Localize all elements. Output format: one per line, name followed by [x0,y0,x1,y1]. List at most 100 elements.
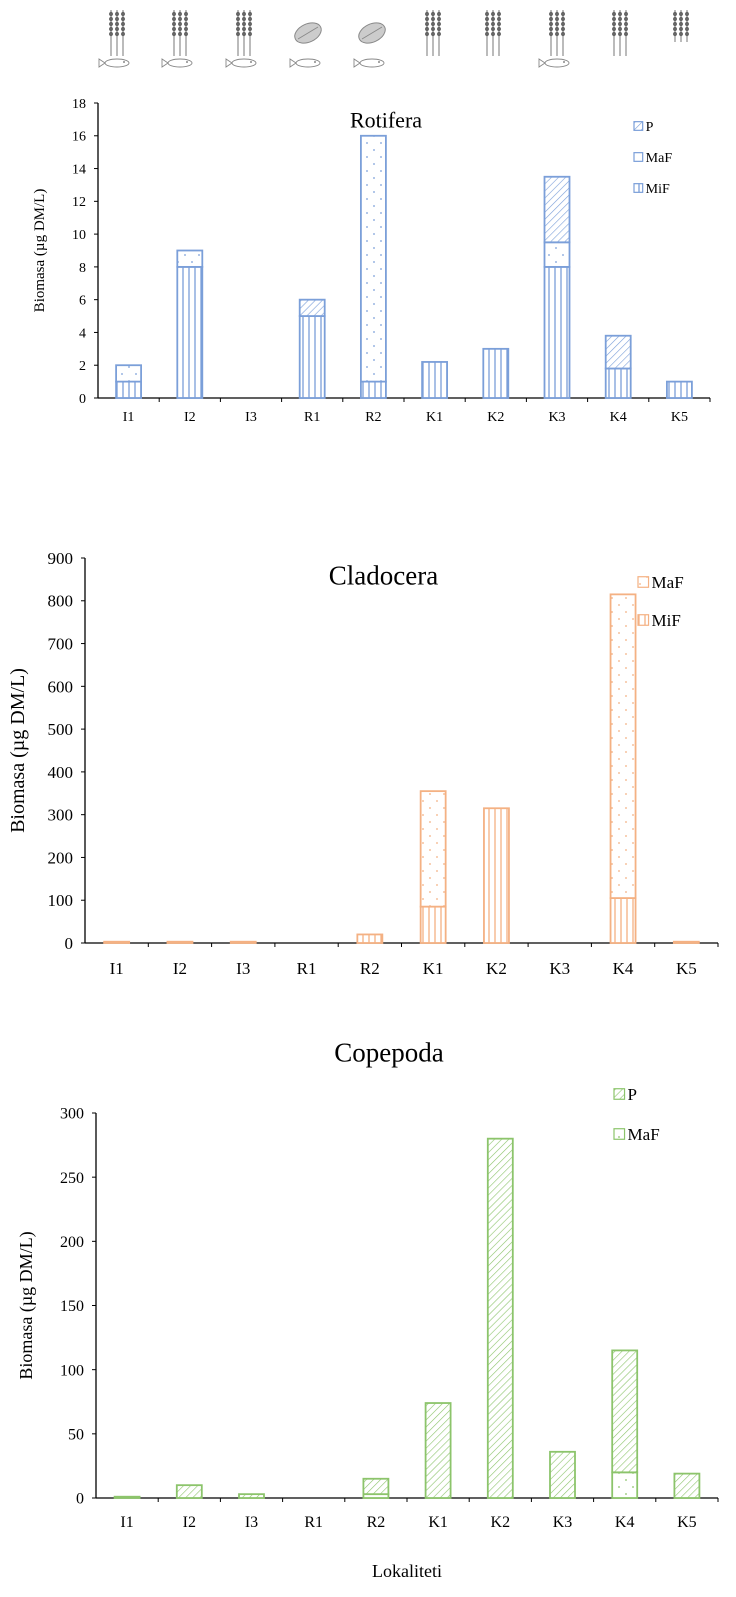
habitat-icon [353,22,386,68]
x-tick-label: K3 [548,410,565,425]
bar-p-r2 [362,1477,390,1496]
habitat-icon [425,10,441,56]
x-tick-label: K4 [610,410,627,425]
bar-mif-i3 [229,940,257,944]
y-tick-label: 150 [60,1298,84,1315]
habitat-icon [289,22,322,68]
x-tick-label: K1 [428,1514,448,1531]
bar-mif-k2 [483,807,510,944]
x-tick-label: I1 [123,410,135,425]
legend-label: MaF [652,573,684,592]
y-tick-label: 200 [48,848,74,867]
x-tick-label: K1 [426,410,443,425]
bar-mif-k2 [482,347,510,399]
x-tick-label: R2 [360,959,380,978]
habitat-icon [673,10,689,42]
x-tick-label: I1 [120,1514,133,1531]
x-tick-label: K5 [671,410,688,425]
x-tick-label: R2 [367,1514,386,1531]
chart-title: Rotifera [350,108,422,133]
bar-mif-i2 [176,265,204,399]
x-tick-label: R1 [304,1514,323,1531]
bar-p-i3 [238,1493,265,1499]
bar-maf-r2 [359,134,387,383]
bar-p-k3 [549,1450,576,1499]
x-tick-label: K2 [491,1514,511,1531]
bar-mif-r1 [298,315,326,399]
bar-maf-i2 [176,249,204,268]
y-axis-label: Biomasa (µg DM/L) [16,1231,37,1379]
legend-label: MiF [652,611,681,630]
chart-rotifera: 0 2 4 6 8 10 12 14 16 18 Biomasa (µg DM/L) Rotifera… [32,97,711,425]
y-tick-label: 6 [79,294,86,309]
bar-mif-k4 [609,897,637,944]
y-tick-label: 8 [79,261,86,276]
bar-maf-k3 [543,241,571,268]
bar-mif-k3 [543,265,571,399]
bar-p-i1 [113,1495,141,1499]
legend-label: P [646,120,654,135]
bar-p-k1 [424,1402,452,1499]
chart-title: Copepoda [334,1037,443,1067]
x-tick-label: K2 [487,410,504,425]
bar-p-i2 [175,1484,203,1499]
x-tick-label: I2 [184,410,196,425]
bar-mif-r2 [356,933,384,944]
bar-maf-k1 [419,790,447,908]
x-tick-label: K5 [677,1514,697,1531]
habitat-icon [225,10,257,68]
y-tick-label: 14 [72,162,86,177]
y-axis-label: Biomasa (µg DM/L) [32,189,48,313]
y-tick-label: 100 [48,891,74,910]
x-tick-label: K4 [613,959,634,978]
bar-p-k3 [543,175,571,244]
habitat-icon [98,10,130,68]
habitat-icon [538,10,570,68]
bar-mif-i1 [115,380,142,399]
y-tick-label: 900 [48,549,74,568]
y-tick-label: 18 [72,97,86,112]
y-tick-label: 0 [76,1491,84,1508]
y-tick-label: 600 [48,677,74,696]
x-tick-label: K3 [549,959,570,978]
legend-label: P [628,1085,637,1104]
bar-mif-i2 [166,940,194,944]
y-tick-label: 800 [48,592,74,611]
bar-maf-k4 [609,593,637,899]
bar-maf-i1 [115,364,142,383]
x-tick-label: K1 [423,959,444,978]
x-tick-label: R2 [365,410,381,425]
y-tick-label: 200 [60,1234,84,1251]
x-tick-label: R1 [297,959,317,978]
chart-cladocera: 0 100 200 300 400 500 600 700 800 900 Biomasa (µg … [7,549,719,978]
x-tick-label: K5 [676,959,697,978]
legend-swatch [637,614,650,626]
bar-p-k5 [673,1472,701,1499]
y-tick-label: 300 [60,1106,84,1123]
bar-mif-k5 [666,380,693,399]
bar-mif-i1 [103,940,131,944]
bar-mif-k1 [421,361,449,399]
bar-p-k2 [486,1137,514,1499]
x-tick-label: I2 [183,1514,196,1531]
legend-swatch [633,121,644,131]
x-tick-label: K2 [486,959,507,978]
legend-label: MaF [628,1125,660,1144]
legend-swatch [613,1088,626,1100]
x-tick-label: I3 [236,959,250,978]
y-tick-label: 100 [60,1362,84,1379]
legend-swatch [613,1128,626,1140]
y-tick-label: 400 [48,763,74,782]
legend: P MaF [613,1085,660,1144]
x-tick-label: K4 [615,1514,635,1531]
legend-swatch [633,152,644,162]
y-tick-label: 700 [48,635,74,654]
legend: MaF MiF [637,573,684,630]
x-tick-label: I3 [245,1514,258,1531]
y-tick-label: 16 [72,130,86,145]
y-tick-label: 0 [65,934,74,953]
y-tick-label: 300 [48,806,74,825]
bar-mif-k5 [672,940,700,944]
habitat-icon [161,10,193,68]
